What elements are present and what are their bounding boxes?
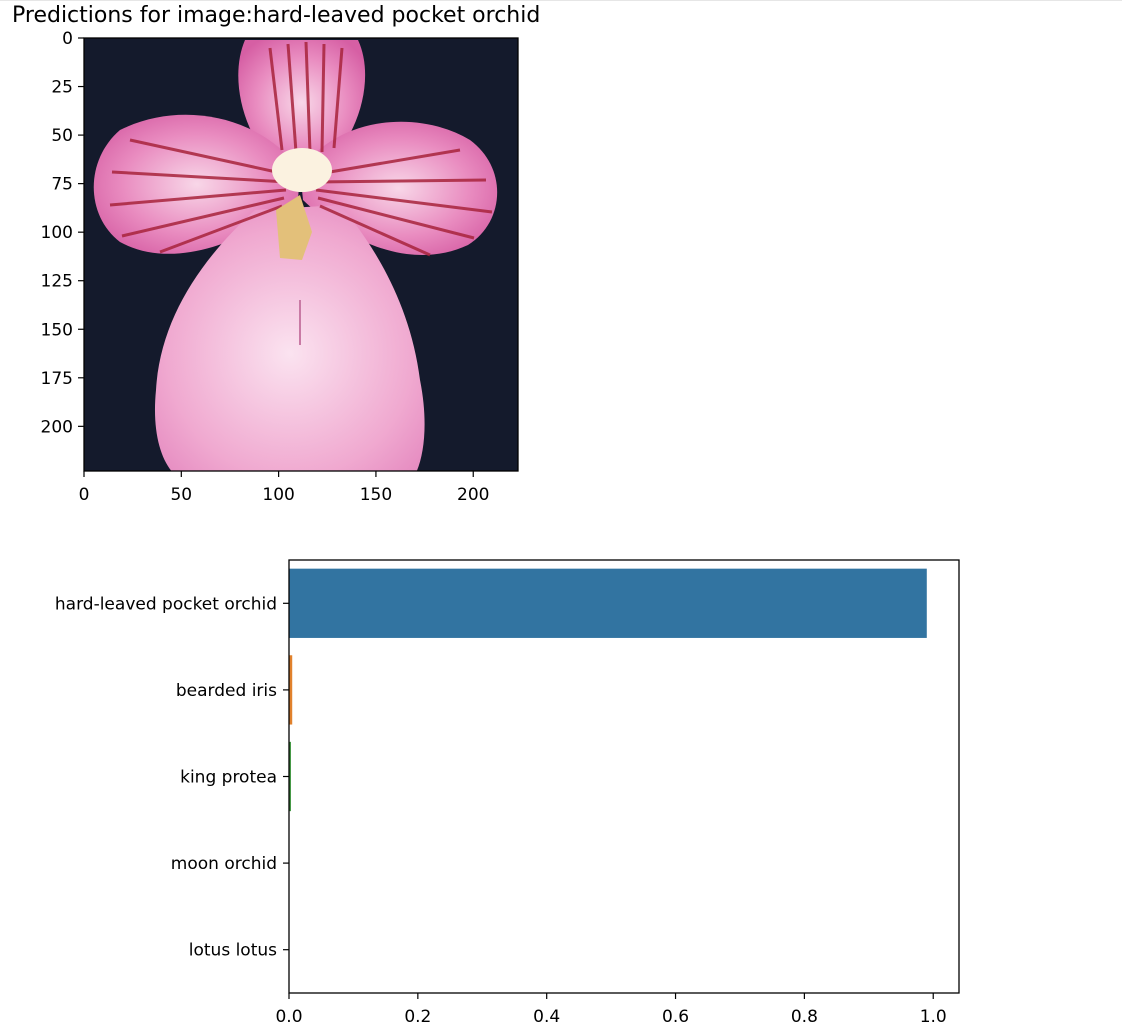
orchid-image xyxy=(84,38,518,471)
bar-x-tick: 0.6 xyxy=(662,993,689,1027)
image-y-tick-label: 125 xyxy=(41,272,73,292)
bar-category-tick: hard-leaved pocket orchid xyxy=(55,594,289,614)
bar-category-label: hard-leaved pocket orchid xyxy=(55,594,277,614)
bar-x-tick: 1.0 xyxy=(920,993,947,1027)
image-x-tick: 200 xyxy=(457,471,489,505)
bar-category-tick: king protea xyxy=(180,768,289,788)
bar xyxy=(289,741,291,812)
image-x-tick-label: 100 xyxy=(262,485,294,505)
bar-x-tick-label: 1.0 xyxy=(920,1007,947,1027)
bar-category-label: lotus lotus xyxy=(189,941,277,961)
image-y-ticks: 0 25 50 75 100 125 150 175 200 xyxy=(41,29,84,437)
bar-y-ticks: hard-leaved pocket orchid bearded iris kin… xyxy=(55,594,289,961)
image-y-tick: 50 xyxy=(51,126,84,146)
image-y-tick: 150 xyxy=(41,320,84,340)
top-divider xyxy=(0,0,1122,1)
bar-category-tick: bearded iris xyxy=(176,681,289,701)
image-y-tick: 175 xyxy=(41,369,84,389)
bar-chart: hard-leaved pocket orchid bearded iris kin… xyxy=(55,559,960,1027)
image-y-tick: 200 xyxy=(41,417,84,437)
bar-x-tick-label: 0.8 xyxy=(791,1007,818,1027)
image-y-tick-label: 0 xyxy=(62,29,73,49)
image-x-tick-label: 200 xyxy=(457,485,489,505)
image-y-tick-label: 50 xyxy=(51,126,73,146)
bar-category-label: king protea xyxy=(180,768,277,788)
bar xyxy=(289,655,293,725)
image-y-tick-label: 75 xyxy=(51,175,73,195)
image-axes: 0 25 50 75 100 125 150 175 200 0 50 100 150 200 xyxy=(41,29,519,505)
image-x-tick-label: 0 xyxy=(79,485,90,505)
figure-title: Predictions for image:hard-leaved pocket… xyxy=(12,3,541,28)
bar-category-tick: moon orchid xyxy=(171,854,289,874)
image-x-tick: 150 xyxy=(360,471,392,505)
image-x-tick-label: 150 xyxy=(360,485,392,505)
bar-x-tick-label: 0.2 xyxy=(404,1007,431,1027)
image-x-tick: 50 xyxy=(170,471,192,505)
bar-x-tick: 0.2 xyxy=(404,993,431,1027)
image-y-tick: 25 xyxy=(51,78,84,98)
image-y-tick-label: 200 xyxy=(41,417,73,437)
image-y-tick: 100 xyxy=(41,223,84,243)
bar-series xyxy=(289,568,927,985)
image-y-tick: 75 xyxy=(51,175,84,195)
image-y-tick: 0 xyxy=(62,29,84,49)
bar-x-tick-label: 0.4 xyxy=(533,1007,560,1027)
image-y-tick-label: 175 xyxy=(41,369,73,389)
bar-x-ticks: 0.0 0.2 0.4 0.6 0.8 1.0 xyxy=(275,993,947,1027)
image-frame xyxy=(83,37,519,472)
image-x-tick: 100 xyxy=(262,471,295,505)
image-y-tick-label: 150 xyxy=(41,320,73,340)
image-y-tick: 125 xyxy=(41,272,84,292)
bar xyxy=(289,568,927,638)
image-x-tick-label: 50 xyxy=(170,485,192,505)
bar-x-tick: 0.0 xyxy=(275,993,303,1027)
image-x-ticks: 0 50 100 150 200 xyxy=(79,471,489,505)
image-y-tick-label: 100 xyxy=(41,223,73,243)
bar-x-tick-label: 0.0 xyxy=(275,1007,302,1027)
image-y-tick-label: 25 xyxy=(51,78,73,98)
bar-category-tick: lotus lotus xyxy=(189,941,289,961)
bar-x-tick: 0.4 xyxy=(533,993,560,1027)
bar-x-tick: 0.8 xyxy=(791,993,818,1027)
image-x-tick: 0 xyxy=(79,471,90,505)
bar-x-tick-label: 0.6 xyxy=(662,1007,689,1027)
bar-category-label: moon orchid xyxy=(171,854,277,874)
bar-category-label: bearded iris xyxy=(176,681,277,701)
